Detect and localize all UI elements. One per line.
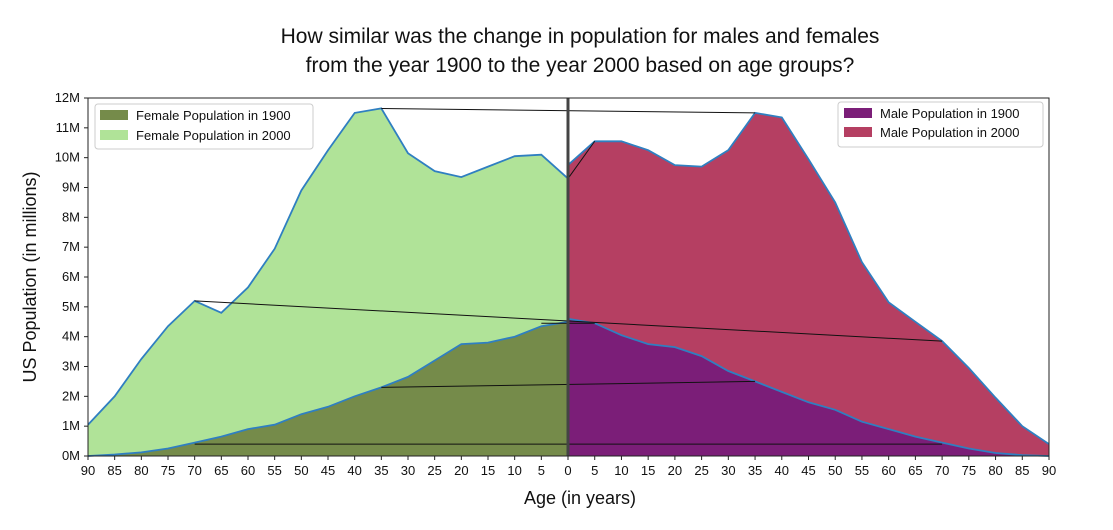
x-tick-label: 75 — [161, 463, 175, 478]
y-tick-label: 7M — [62, 239, 80, 254]
legend-label-male-1900: Male Population in 1900 — [880, 106, 1020, 121]
legend-swatch-female-1900 — [100, 110, 128, 120]
x-tick-label: 80 — [988, 463, 1002, 478]
chart-title-line-1: How similar was the change in population… — [281, 25, 880, 48]
x-tick-label: 5 — [538, 463, 545, 478]
x-tick-label: 60 — [881, 463, 895, 478]
legend-label-female-1900: Female Population in 1900 — [136, 108, 291, 123]
x-tick-label: 15 — [481, 463, 495, 478]
x-tick-label: 25 — [427, 463, 441, 478]
outline-male-population-in-1900 — [567, 317, 1050, 457]
x-tick-label: 20 — [454, 463, 468, 478]
x-tick-label: 50 — [294, 463, 308, 478]
y-tick-label: 0M — [62, 448, 80, 463]
annotation-line-2 — [567, 140, 596, 179]
legend-swatch-male-2000 — [844, 127, 872, 137]
x-tick-label: 85 — [107, 463, 121, 478]
outline-male-population-in-2000 — [567, 111, 1050, 445]
y-tick-label: 5M — [62, 299, 80, 314]
legend-right-frame — [837, 101, 1044, 148]
x-tick-label: 50 — [828, 463, 842, 478]
y-tick-label: 12M — [55, 90, 80, 105]
y-axis-ticks: 0M 1M 2M 3M 4M 5M 6M 7M 8M 9M 10M 11M 12M — [55, 90, 88, 463]
legend-swatch-male-1900 — [844, 108, 872, 118]
x-tick-label: 0 — [564, 463, 571, 478]
x-tick-label: 90 — [81, 463, 95, 478]
y-tick-label: 11M — [56, 120, 80, 135]
outline-female-population-in-1900 — [87, 320, 569, 457]
x-tick-label: 70 — [935, 463, 949, 478]
x-tick-label: 65 — [908, 463, 922, 478]
x-tick-label: 55 — [855, 463, 869, 478]
x-tick-label: 75 — [962, 463, 976, 478]
x-tick-label: 65 — [214, 463, 228, 478]
x-tick-label: 5 — [591, 463, 598, 478]
legend-left-frame — [94, 103, 314, 150]
x-tick-label: 55 — [267, 463, 281, 478]
y-tick-label: 6M — [62, 269, 80, 284]
x-tick-label: 45 — [801, 463, 815, 478]
x-tick-label: 40 — [775, 463, 789, 478]
y-tick-label: 2M — [62, 388, 80, 403]
y-tick-label: 3M — [62, 359, 80, 374]
y-tick-label: 8M — [62, 209, 80, 224]
y-tick-label: 4M — [62, 329, 80, 344]
area-series-group — [87, 107, 1050, 457]
x-tick-label: 70 — [187, 463, 201, 478]
x-tick-label: 30 — [721, 463, 735, 478]
legend-right: Male Population in 1900 Male Population … — [837, 101, 1044, 148]
x-axis-ticks: 90 85 80 75 70 65 60 55 50 45 40 35 30 25 20 15 10 5 0 5 10 1… — [81, 456, 1056, 478]
legend-left: Female Population in 1900 Female Populat… — [94, 103, 314, 150]
x-axis-label: Age (in years) — [524, 488, 636, 508]
y-tick-label: 9M — [62, 180, 80, 195]
legend-label-female-2000: Female Population in 2000 — [136, 128, 291, 143]
legend-label-male-2000: Male Population in 2000 — [880, 125, 1020, 140]
y-axis-label: US Population (in millions) — [20, 171, 40, 382]
x-tick-label: 30 — [401, 463, 415, 478]
chart-title-line-2: from the year 1900 to the year 2000 base… — [306, 54, 855, 77]
x-tick-label: 10 — [614, 463, 628, 478]
x-tick-label: 45 — [321, 463, 335, 478]
x-tick-label: 10 — [507, 463, 521, 478]
y-tick-label: 1M — [62, 418, 80, 433]
x-tick-label: 40 — [347, 463, 361, 478]
x-tick-label: 90 — [1042, 463, 1056, 478]
x-tick-label: 35 — [748, 463, 762, 478]
outline-female-population-in-2000 — [87, 107, 569, 426]
area-male-population-in-1900 — [568, 318, 1049, 456]
area-female-population-in-1900 — [88, 321, 568, 456]
x-tick-label: 85 — [1015, 463, 1029, 478]
x-tick-label: 25 — [694, 463, 708, 478]
x-tick-label: 60 — [241, 463, 255, 478]
legend-swatch-female-2000 — [100, 130, 128, 140]
x-tick-label: 15 — [641, 463, 655, 478]
x-tick-label: 80 — [134, 463, 148, 478]
y-tick-label: 10M — [55, 150, 80, 165]
x-tick-label: 20 — [668, 463, 682, 478]
x-tick-label: 35 — [374, 463, 388, 478]
